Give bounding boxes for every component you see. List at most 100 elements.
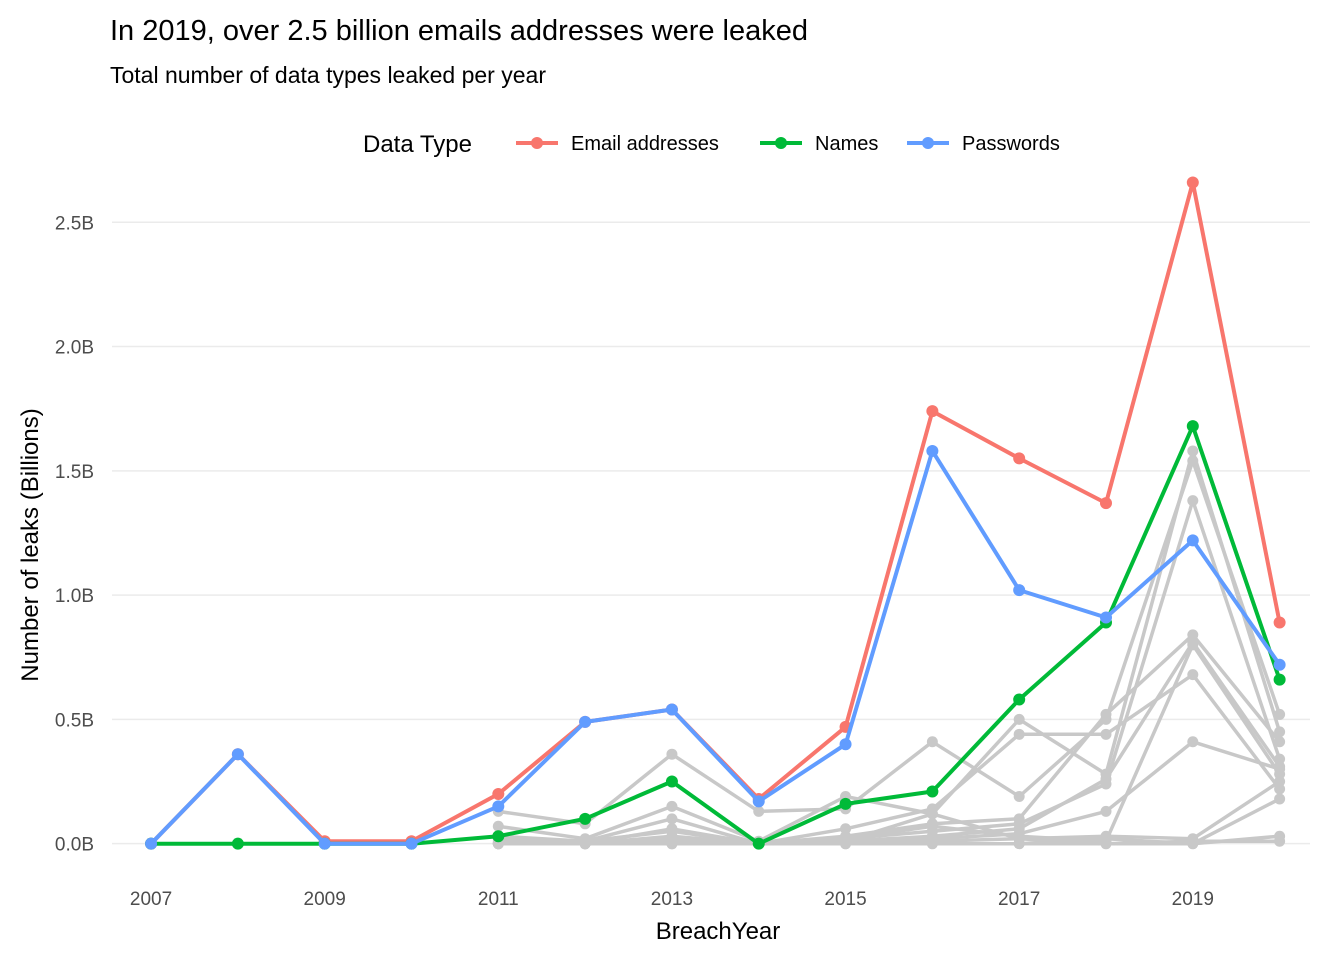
background-series [492,445,1286,850]
x-tick-label: 2009 [304,889,346,910]
legend-key-point [922,137,934,149]
background-series-point [926,838,938,850]
series-point-passwords [926,444,939,457]
y-tick-label: 1.0B [55,586,94,607]
background-series-point [666,830,678,842]
series-point-email-addresses [492,787,505,800]
legend-title: Data Type [363,131,472,158]
chart-title: In 2019, over 2.5 billion emails address… [110,15,808,47]
legend-label: Email addresses [571,133,719,155]
series-line-email-addresses [149,180,1282,846]
background-series-line [496,640,1282,846]
series-point-email-addresses [1186,176,1199,189]
legend-item-email-addresses: Email addresses [516,133,719,155]
x-tick-label: 2015 [824,889,866,910]
series-names [145,420,1286,850]
series-point-passwords [405,837,418,850]
y-axis-label: Number of leaks (Billions) [17,408,44,681]
y-tick-label: 2.0B [55,338,94,359]
background-series-1 [492,445,1286,847]
y-tick-label: 1.5B [55,462,94,483]
legend-item-names: Names [760,133,878,155]
series-point-names [926,785,939,798]
background-series-0 [492,455,1286,830]
background-series-point [926,736,938,748]
legend-label: Passwords [962,133,1060,155]
background-series-point [579,838,591,850]
background-series-line [496,449,1282,843]
background-series-point [666,748,678,760]
x-tick-label: 2019 [1172,889,1214,910]
background-series-11 [492,808,1286,850]
legend: Data Type Email addresses Names Passwords [363,131,1060,158]
series-point-passwords [665,703,678,716]
series-point-names [492,830,505,843]
series-point-passwords [145,837,158,850]
background-series-point [753,805,765,817]
background-series-point [1013,833,1025,845]
y-tick-label: 0.5B [55,710,94,731]
series-point-names [579,812,592,825]
chart-subtitle: Total number of data types leaked per ye… [110,62,546,88]
background-series-point [492,820,504,832]
axes: 0.0B 0.5B 1.0B 1.5B 2.0B 2.5B 2007 2009 2011 2013… [55,213,1214,910]
series-passwords [145,444,1286,850]
series-point-email-addresses [1273,616,1286,629]
background-series-point [1100,708,1112,720]
series-point-passwords [579,715,592,728]
legend-label: Names [815,133,878,155]
background-series-point [1100,838,1112,850]
legend-key-point [531,137,543,149]
series-point-passwords [1186,534,1199,547]
background-series-point [666,813,678,825]
x-tick-label: 2011 [478,889,519,910]
background-series-point [926,808,938,820]
background-series-line [496,643,1282,846]
series-point-passwords [231,748,244,761]
legend-item-passwords: Passwords [907,133,1060,155]
background-series-2 [492,669,1286,850]
series-point-names [1273,673,1286,686]
background-series-point [1187,669,1199,681]
background-series-point [1274,835,1286,847]
series-point-names [665,775,678,788]
background-series-point [1187,445,1199,457]
series-point-passwords [839,738,852,751]
series-point-names [1013,693,1026,706]
series-point-email-addresses [1013,452,1026,465]
background-series-line [496,633,1282,846]
background-series-point [666,800,678,812]
series-point-names [231,837,244,850]
x-tick-label: 2013 [651,889,693,910]
x-tick-label: 2007 [130,889,172,910]
background-series-point [1274,793,1286,805]
series-point-passwords [752,795,765,808]
background-series-line [496,812,1282,846]
highlighted-series [145,176,1286,850]
series-point-names [839,797,852,810]
x-tick-label: 2017 [998,889,1040,910]
background-series-point [1274,768,1286,780]
background-series-3 [492,629,1286,850]
background-series-point [1274,726,1286,738]
series-point-passwords [318,837,331,850]
background-series-point [840,835,852,847]
series-point-passwords [492,800,505,813]
series-point-names [752,837,765,850]
y-tick-label: 0.0B [55,835,94,856]
series-point-passwords [1099,611,1112,624]
series-line-passwords [149,448,1282,846]
series-point-email-addresses [1099,497,1112,510]
background-series-point [1100,805,1112,817]
background-series-point [1013,790,1025,802]
background-series-point [1013,728,1025,740]
x-axis-label: BreachYear [656,918,781,945]
background-series-point [1187,835,1199,847]
background-series-point [1187,495,1199,507]
background-series-point [1274,736,1286,748]
background-series-point [1013,713,1025,725]
series-point-passwords [1013,584,1026,597]
background-series-point [1100,728,1112,740]
series-point-passwords [1273,658,1286,671]
